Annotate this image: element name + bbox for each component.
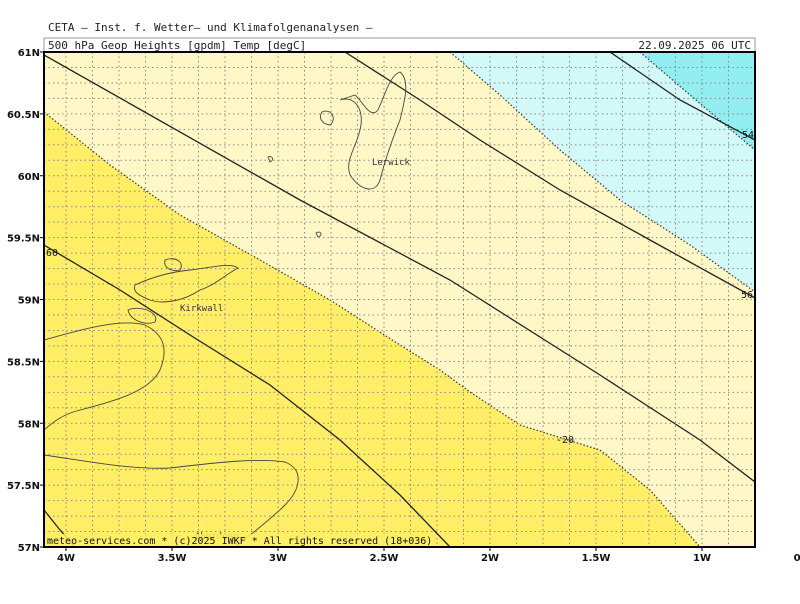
copyright: meteo-services.com * (c)2025 IWKF * All …: [47, 536, 432, 547]
product-title: 500_hPa_Geop_Heights_[gpdm]_Temp_[degC]: [48, 39, 306, 52]
lon-label: 2W: [481, 553, 499, 564]
lat-label: 58N: [18, 419, 40, 430]
lon-label: 3W: [269, 553, 287, 564]
place-label: Lerwick: [372, 158, 411, 168]
contour-label: 60: [46, 248, 58, 259]
contour-label: 56: [741, 290, 753, 301]
graticule: [44, 52, 755, 547]
coastlines: [44, 71, 407, 547]
institute-title: CETA – Inst. f. Wetter– und Klimafolgena…: [48, 21, 373, 34]
lon-label: 2.5W: [370, 553, 399, 564]
lat-label: 60N: [18, 172, 40, 183]
contour-label: 54: [742, 130, 754, 141]
valid-time: 22.09.2025 06 UTC: [638, 39, 751, 52]
lon-label: 4W: [57, 553, 75, 564]
lon-label: 0.5W: [794, 553, 800, 564]
lat-label: 58.5N: [7, 357, 40, 368]
contour-label: -20: [556, 435, 574, 446]
temp-isotherms: [44, 52, 755, 547]
place-label: Kirkwall: [180, 304, 223, 314]
lat-label: 60.5N: [7, 110, 40, 121]
footer-bg: [44, 534, 414, 547]
height-contours: [44, 52, 755, 547]
temp-zone-cold: [450, 52, 755, 292]
lat-label: 57.5N: [7, 481, 40, 492]
lat-label: 61N: [18, 48, 40, 59]
lon-label: 1W: [693, 553, 711, 564]
lat-label: 57N: [18, 543, 40, 554]
lon-label: 1.5W: [582, 553, 611, 564]
lat-label: 59N: [18, 296, 40, 307]
axis-ticks: 61N 60.5N 60N 59.5N 59N 58.5N 58N 57.5N 57N 4W 3.5…: [7, 48, 800, 564]
lat-label: 59.5N: [7, 234, 40, 245]
lon-label: 3.5W: [158, 553, 187, 564]
map-area: Lerwick Kirkwall Aberdeen 60 -20 56 54 m…: [44, 52, 755, 547]
